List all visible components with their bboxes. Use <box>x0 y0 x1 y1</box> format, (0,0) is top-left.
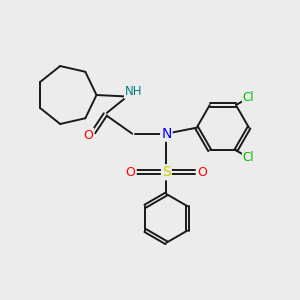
Text: N: N <box>161 127 172 141</box>
Text: O: O <box>83 129 93 142</box>
Text: Cl: Cl <box>243 91 254 104</box>
Text: Cl: Cl <box>243 151 254 164</box>
Text: S: S <box>162 165 171 179</box>
Text: O: O <box>126 166 136 179</box>
Text: NH: NH <box>125 85 142 98</box>
Text: O: O <box>197 166 207 179</box>
